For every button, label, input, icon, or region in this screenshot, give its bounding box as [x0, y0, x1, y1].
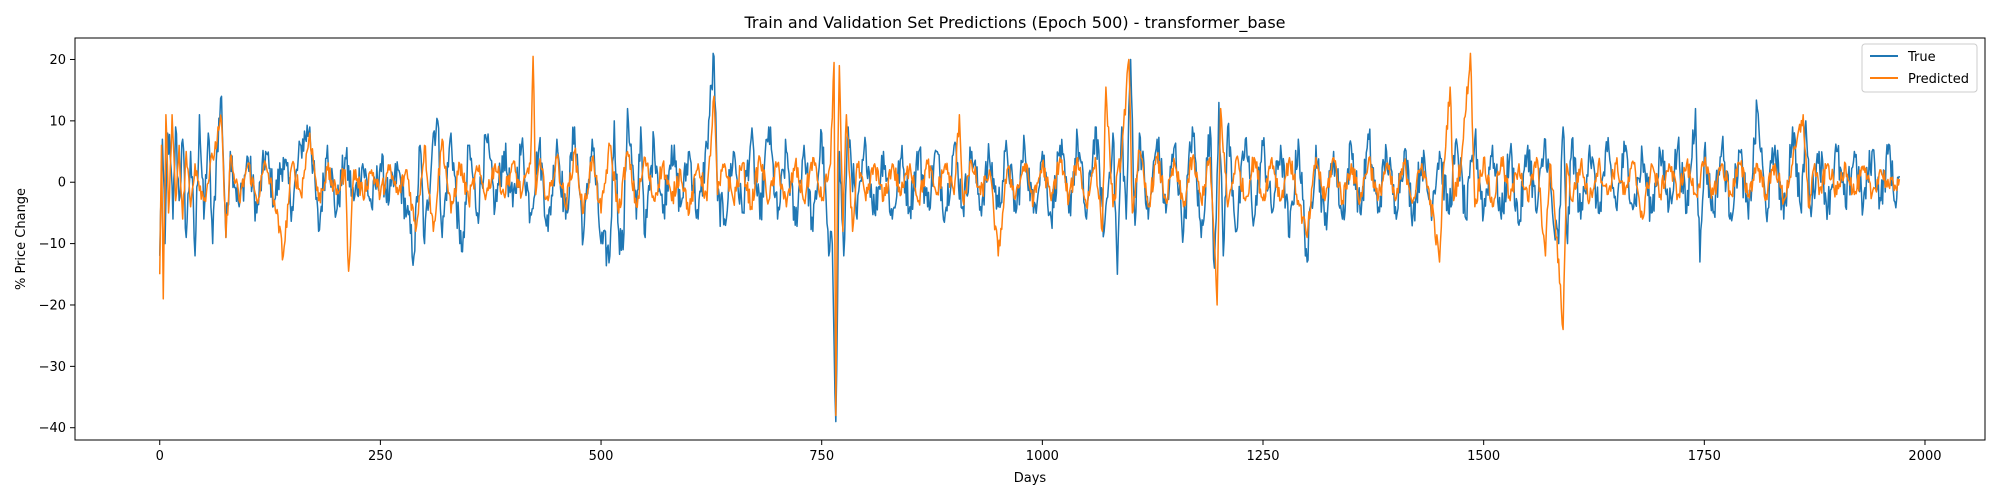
- x-tick-label: 250: [368, 449, 393, 464]
- x-tick-label: 1000: [1026, 449, 1059, 464]
- x-tick-label: 750: [809, 449, 834, 464]
- series-line-true: [158, 52, 1901, 423]
- x-tick-label: 1250: [1246, 449, 1279, 464]
- plot-area: 0 250 500 750 1000 1250 1500 1750 2000 −40 −30 −20…: [39, 37, 1986, 464]
- series-line-predicted: [158, 52, 1901, 417]
- x-tick-label: 1750: [1688, 449, 1721, 464]
- plot-frame: [74, 37, 1986, 441]
- legend: True Predicted: [1861, 43, 1978, 93]
- legend-label-predicted: Predicted: [1908, 72, 1969, 87]
- y-tick-label: 20: [49, 53, 66, 68]
- x-tick-label: 1500: [1467, 449, 1500, 464]
- y-axis-ticks: −40 −30 −20 −10 0 10 20: [39, 53, 75, 436]
- x-tick-label: 500: [589, 449, 614, 464]
- y-tick-label: −30: [39, 360, 66, 375]
- y-axis-label: % Price Change: [14, 188, 29, 290]
- y-tick-label: 0: [58, 176, 66, 191]
- y-tick-label: −20: [39, 298, 66, 313]
- y-tick-label: −10: [39, 237, 66, 252]
- x-tick-label: 2000: [1908, 449, 1941, 464]
- x-tick-label: 0: [156, 449, 164, 464]
- y-tick-label: 10: [49, 114, 66, 129]
- x-axis-label: Days: [1014, 471, 1047, 486]
- y-tick-label: −40: [39, 421, 66, 436]
- chart-title: Train and Validation Set Predictions (Ep…: [743, 13, 1285, 33]
- x-axis-ticks: 0 250 500 750 1000 1250 1500 1750 2000: [156, 440, 1942, 464]
- series-lines: [158, 52, 1901, 423]
- legend-label-true: True: [1907, 50, 1936, 65]
